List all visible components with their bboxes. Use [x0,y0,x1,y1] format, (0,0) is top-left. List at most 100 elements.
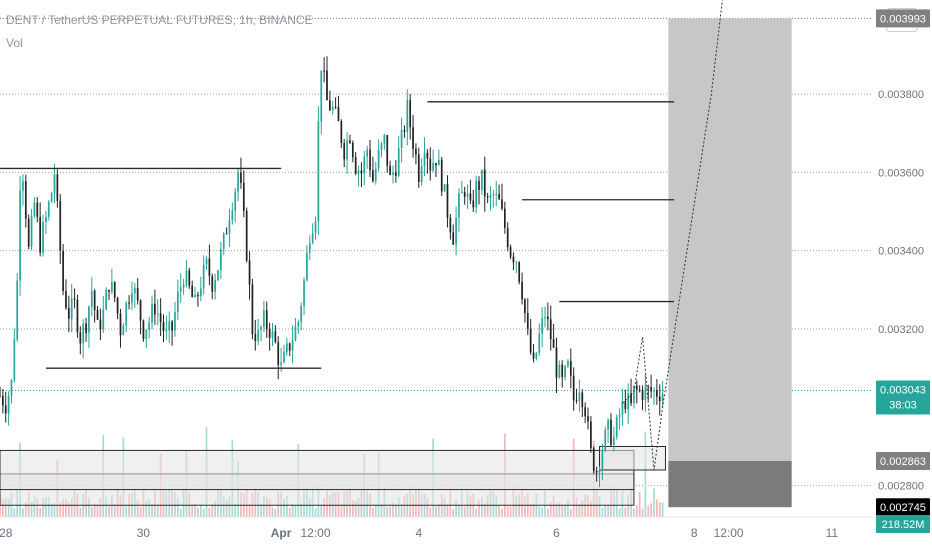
volume-bar [291,503,294,517]
candle-body [113,282,116,298]
volume-bar [584,494,587,517]
volume-bar [145,500,148,517]
candle-body [366,149,369,157]
candle-body [624,401,627,409]
volume-bar [119,495,122,517]
volume-bar [463,506,466,517]
volume-bar [575,497,578,517]
time-tick-label: 28 [0,526,13,540]
candle-body [142,320,145,339]
volume-bar [506,506,509,517]
volume-bar [265,496,268,517]
candle-body [653,390,655,392]
volume-bar [271,507,274,517]
candle-body [156,313,159,315]
candle-body [369,149,371,171]
candle-body [658,396,661,402]
candle-body [285,343,288,352]
candle-body [214,280,216,292]
candle-body [478,181,480,190]
candle-body [426,152,429,159]
volume-bar [578,504,581,517]
volume-bar [458,504,460,517]
volume-bar [285,495,288,517]
volume-bar [475,508,478,517]
volume-bar [412,494,414,517]
volume-bar [624,507,627,517]
candle-body [217,270,219,281]
candle-body [67,307,70,319]
candle-body [268,328,271,338]
candle-body [277,342,280,365]
candle-body [635,385,638,390]
volume-bar [105,497,107,517]
candle-body [148,322,151,330]
candle-body [96,310,99,320]
candle-body [116,297,119,314]
candle-body [300,306,303,323]
volume-bar [151,504,153,517]
candle-body [125,302,128,326]
volume-bar [191,504,194,517]
volume-bar [635,505,638,517]
candle-body [202,264,205,289]
volume-bar [455,500,457,517]
candle-body [584,407,587,417]
volume-bar [633,508,635,517]
candle-body [182,284,185,288]
candle-body [661,393,664,402]
volume-bar [214,500,216,517]
volume-bar [647,505,650,517]
volume-bar [469,495,472,517]
price-tag-box [876,515,930,533]
candle-body [70,298,73,319]
candle-body [88,306,90,333]
candle-body [222,233,225,249]
volume-bar [67,502,70,517]
candle-body [532,352,535,359]
candle-body [552,339,555,348]
candle-body [357,170,360,174]
candle-body [254,334,257,341]
volume-bar [136,499,139,517]
price-tag-2: 0.002863 [876,451,930,470]
volume-bar [225,499,228,517]
candle-body [492,194,495,196]
volume-bar [300,502,303,517]
candle-body [417,154,420,182]
candle-body [656,390,658,397]
volume-bar [268,498,271,517]
candle-body [564,366,566,378]
volume-bar [547,508,549,517]
candle-body [549,319,552,340]
candle-body [56,174,59,201]
candle-body [612,436,615,445]
volume-bar [50,503,53,517]
volume-bar [329,495,331,517]
volume-bar [372,507,374,517]
candle-body [42,222,44,253]
candle-body [297,322,300,327]
candle-body [472,200,475,208]
candle-body [291,340,294,351]
candle-body [535,352,538,359]
candle-body [374,168,377,182]
candle-body [569,361,572,376]
volume-bar [452,508,455,517]
candle-body [280,362,282,365]
price-tag-label: 0.003993 [880,13,926,25]
candle-body [205,258,208,265]
time-tick-label: 30 [137,526,151,540]
candle-body [409,100,412,128]
candle-body [133,288,136,294]
candle-body [13,339,16,381]
candle-body [208,258,211,277]
candle-body [294,326,297,341]
candle-body [555,347,558,378]
volume-bar [638,491,641,517]
candle-body [604,429,607,450]
entry-box [599,446,666,471]
candle-body [211,276,214,292]
